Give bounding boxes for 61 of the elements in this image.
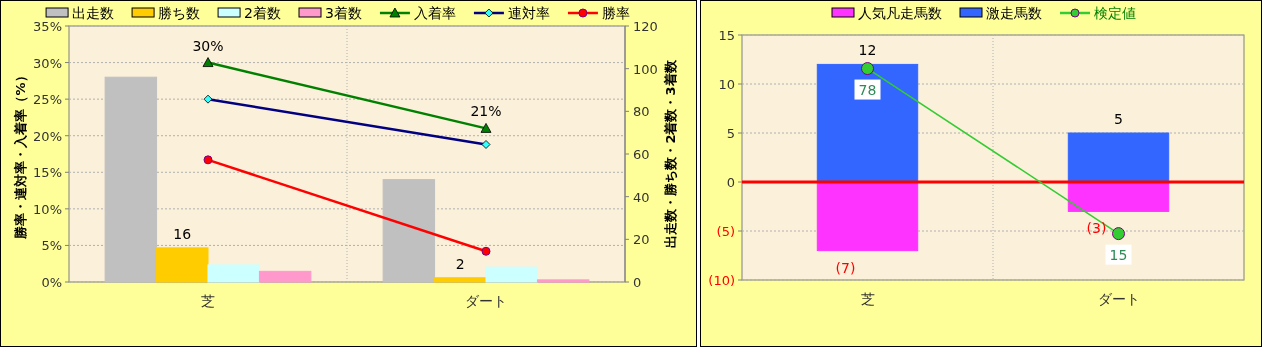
bar [1067, 132, 1170, 183]
legend-label: 連対率 [507, 5, 550, 21]
y2-tick-label: 120 [633, 19, 658, 34]
bar [382, 179, 436, 283]
data-label: (7) [835, 259, 856, 276]
legend-label: 3着数 [325, 5, 362, 21]
y-tick-label: (10) [708, 273, 735, 288]
y-tick-label: 0% [41, 275, 62, 290]
y2-tick-label: 20 [633, 232, 650, 248]
y-tick-label: 5% [41, 238, 62, 254]
y-tick-label: (5) [716, 224, 735, 239]
data-label: 16 [173, 225, 192, 242]
legend-label: 激走馬数 [986, 5, 1042, 21]
bar [156, 247, 209, 283]
legend-label: 2着数 [244, 5, 281, 21]
y2-tick-label: 60 [633, 147, 650, 162]
data-label: 78 [858, 81, 877, 98]
y-tick-label: 0 [726, 175, 735, 190]
data-label: 21% [470, 103, 502, 120]
y2-tick-label: 40 [633, 189, 650, 205]
data-label: (3) [1086, 220, 1107, 237]
y-tick-label: 5 [726, 126, 735, 141]
y-tick-label: 20% [33, 128, 62, 144]
bar [207, 264, 260, 283]
legend-label: 出走数 [72, 5, 115, 21]
data-label: 2 [455, 255, 465, 272]
bar [816, 63, 919, 183]
y-axis-title: 勝率・連対率・入着率（%） [13, 69, 28, 240]
y2-tick-label: 80 [633, 104, 650, 120]
legend-label: 入着率 [413, 5, 456, 21]
y-tick-label: 15% [33, 165, 62, 181]
point [481, 246, 491, 256]
point [203, 155, 213, 165]
bar [1067, 181, 1170, 212]
bar [434, 277, 487, 283]
y-tick-label: 30% [33, 55, 62, 71]
bar [258, 270, 312, 283]
data-label: 30% [192, 37, 224, 54]
bar [536, 279, 590, 283]
y2-tick-label: 100 [633, 61, 658, 77]
y-tick-label: 25% [33, 92, 62, 108]
y-tick-label: 10% [33, 201, 62, 217]
y2-tick-label: 0 [633, 275, 642, 290]
y-tick-label: 10 [718, 77, 735, 92]
y-tick-label: 15 [718, 28, 735, 43]
data-label: 12 [858, 42, 877, 59]
legend-label: 勝率 [601, 5, 630, 21]
legend-label: 検定値 [1094, 5, 1136, 21]
data-label: 5 [1114, 111, 1123, 127]
x-tick-label: 芝 [860, 291, 875, 307]
bar [104, 76, 158, 283]
legend-label: 勝ち数 [158, 5, 201, 21]
bar [485, 266, 538, 283]
bar [816, 181, 919, 252]
y-tick-label: 35% [33, 19, 62, 34]
x-tick-label: ダート [1097, 291, 1140, 307]
x-tick-label: 芝 [201, 293, 215, 309]
legend-label: 人気凡走馬数 [858, 5, 942, 21]
data-label: 15 [1109, 246, 1128, 263]
x-tick-label: ダート [465, 293, 507, 309]
y2-axis-title: 出走数・勝ち数・2着数・3着数 [663, 59, 678, 248]
